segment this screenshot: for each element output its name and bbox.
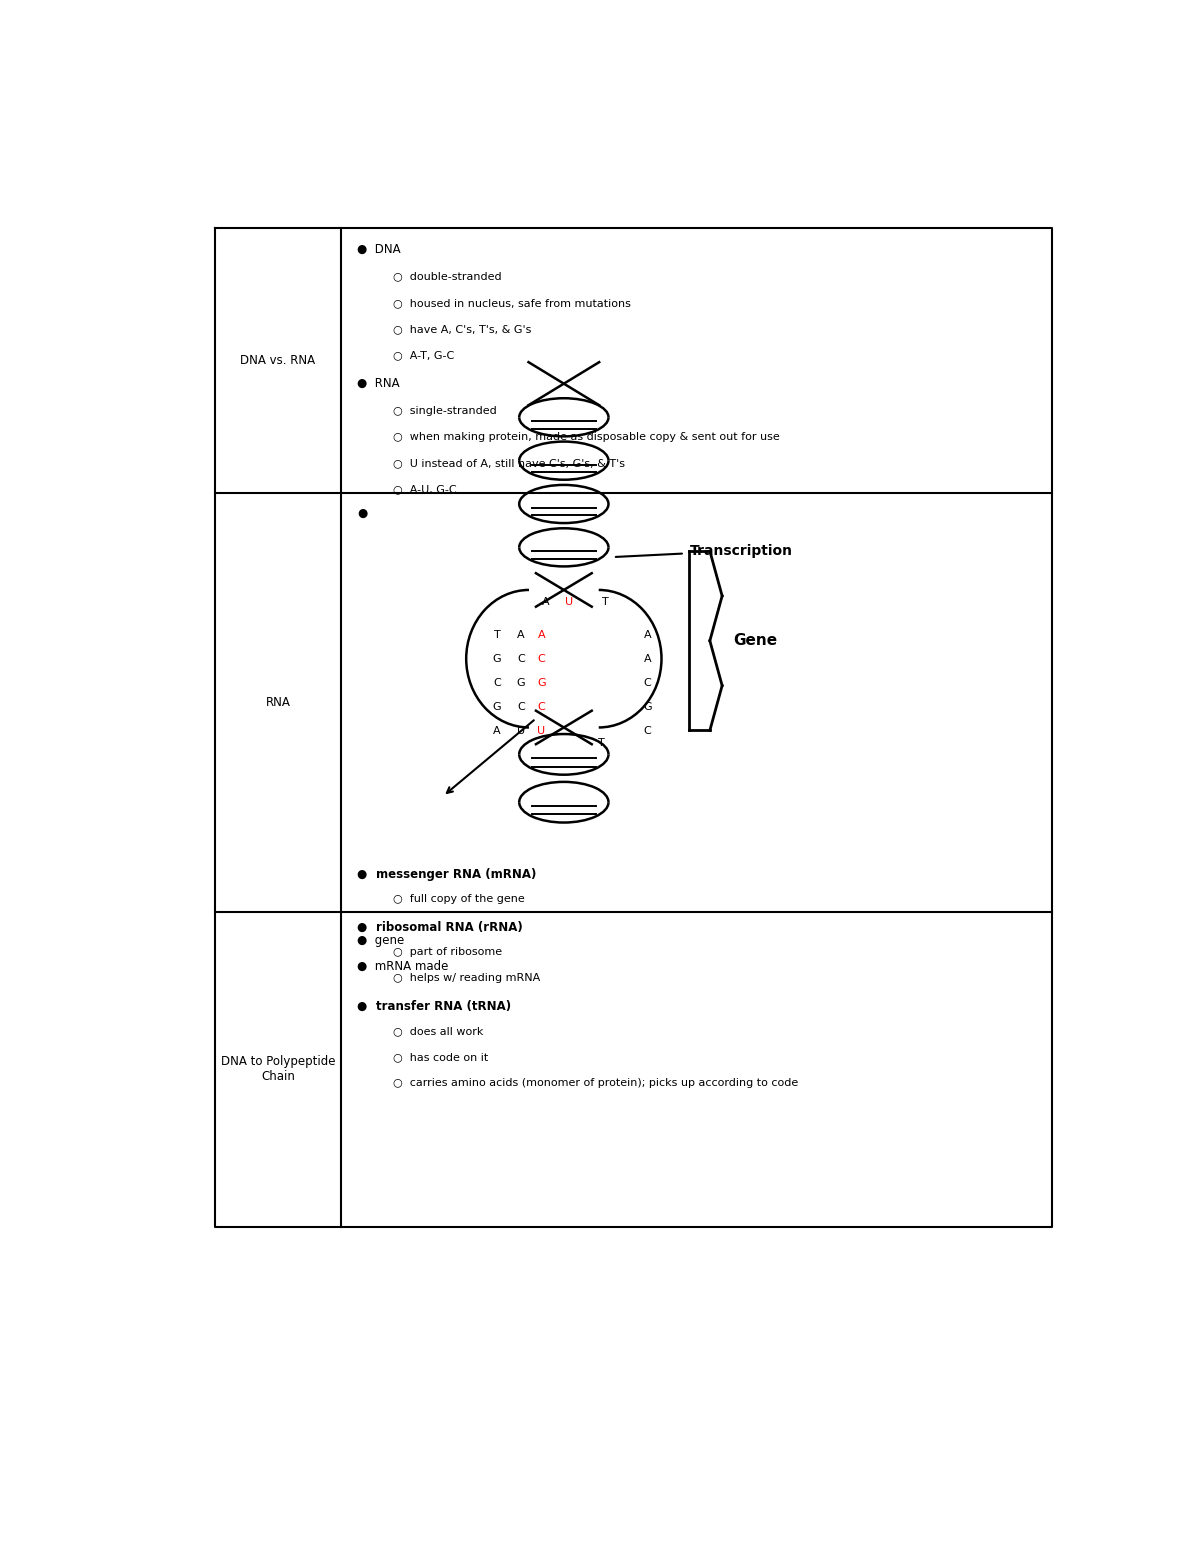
Text: transfer RNA (tRNA): transfer RNA (tRNA) xyxy=(376,1000,511,1013)
Text: ○  helps w/ reading mRNA: ○ helps w/ reading mRNA xyxy=(392,974,540,983)
Text: T: T xyxy=(602,596,610,607)
Text: G: G xyxy=(538,679,546,688)
Text: ●  gene: ● gene xyxy=(358,933,404,947)
Text: ○  U instead of A, still have C's, G's, & T's: ○ U instead of A, still have C's, G's, &… xyxy=(392,458,625,469)
Text: Gene: Gene xyxy=(733,634,778,648)
Text: G: G xyxy=(492,702,502,713)
Text: ○  has code on it: ○ has code on it xyxy=(392,1051,488,1062)
Text: ribosomal RNA (rRNA): ribosomal RNA (rRNA) xyxy=(376,921,523,933)
Text: C: C xyxy=(538,702,546,713)
Text: C: C xyxy=(643,727,652,736)
Text: DNA vs. RNA: DNA vs. RNA xyxy=(240,354,316,367)
Text: C: C xyxy=(643,679,652,688)
Text: C: C xyxy=(517,654,524,665)
Text: A: A xyxy=(643,631,652,640)
Text: ○  housed in nucleus, safe from mutations: ○ housed in nucleus, safe from mutations xyxy=(392,298,631,307)
Text: ●: ● xyxy=(358,508,367,520)
Text: ●: ● xyxy=(358,921,376,933)
Text: ○  does all work: ○ does all work xyxy=(392,1027,484,1036)
Text: C: C xyxy=(538,654,546,665)
Text: A: A xyxy=(517,631,524,640)
Text: A: A xyxy=(541,596,550,607)
Text: Transcription: Transcription xyxy=(690,544,792,558)
Text: ○  double-stranded: ○ double-stranded xyxy=(392,272,502,281)
Text: A: A xyxy=(538,631,545,640)
Text: ○  A-T, G-C: ○ A-T, G-C xyxy=(392,351,454,360)
Text: G: G xyxy=(517,679,526,688)
Text: ○  single-stranded: ○ single-stranded xyxy=(392,405,497,416)
Text: ○  full copy of the gene: ○ full copy of the gene xyxy=(392,895,524,904)
Text: ●  DNA: ● DNA xyxy=(358,242,401,256)
Text: ●  RNA: ● RNA xyxy=(358,377,400,390)
Text: DNA to Polypeptide
Chain: DNA to Polypeptide Chain xyxy=(221,1056,335,1084)
Text: ○  when making protein, made as disposable copy & sent out for use: ○ when making protein, made as disposabl… xyxy=(392,432,780,443)
Text: C: C xyxy=(493,679,500,688)
Text: ○  carries amino acids (monomer of protein); picks up according to code: ○ carries amino acids (monomer of protei… xyxy=(392,1078,798,1089)
Text: A: A xyxy=(493,727,500,736)
Text: ○  have A, C's, T's, & G's: ○ have A, C's, T's, & G's xyxy=(392,325,532,334)
Text: ○  A-U, G-C: ○ A-U, G-C xyxy=(392,485,456,494)
Text: U: U xyxy=(517,727,526,736)
Text: G: G xyxy=(643,702,652,713)
Text: ○  part of ribosome: ○ part of ribosome xyxy=(392,947,502,957)
Text: T: T xyxy=(493,631,500,640)
Text: ●  mRNA made: ● mRNA made xyxy=(358,960,449,974)
Text: messenger RNA (mRNA): messenger RNA (mRNA) xyxy=(376,868,536,881)
Text: T: T xyxy=(598,738,605,749)
Text: ●: ● xyxy=(358,1000,376,1013)
Text: G: G xyxy=(492,654,502,665)
Text: U: U xyxy=(565,596,574,607)
Text: A: A xyxy=(643,654,652,665)
Text: U: U xyxy=(538,727,546,736)
Text: ●: ● xyxy=(358,868,376,881)
Text: C: C xyxy=(517,702,524,713)
Text: RNA: RNA xyxy=(265,696,290,710)
